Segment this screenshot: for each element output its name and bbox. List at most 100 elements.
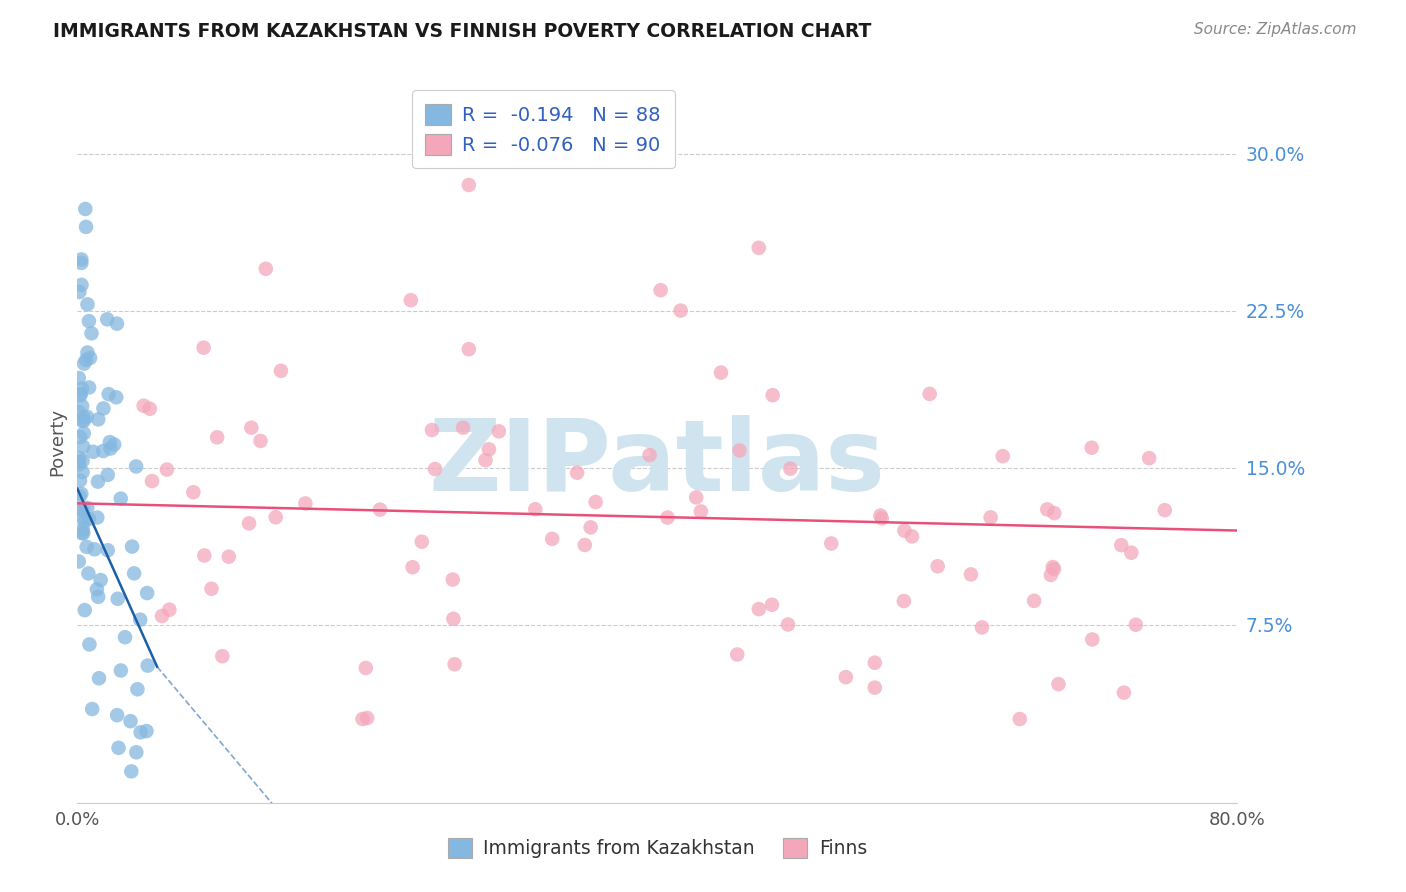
Point — [748, 241, 770, 255]
Point — [127, 682, 149, 697]
Point — [86, 582, 108, 597]
Legend: Immigrants from Kazakhstan, Finns: Immigrants from Kazakhstan, Finns — [440, 830, 875, 865]
Point — [1047, 677, 1070, 691]
Text: ZIPatlas: ZIPatlas — [429, 415, 886, 512]
Point — [779, 461, 801, 475]
Point — [1043, 506, 1066, 520]
Text: Source: ZipAtlas.com: Source: ZipAtlas.com — [1194, 22, 1357, 37]
Point — [1125, 617, 1147, 632]
Point — [87, 671, 110, 685]
Point — [107, 740, 129, 755]
Point — [356, 711, 378, 725]
Point — [75, 202, 97, 216]
Point — [211, 649, 233, 664]
Point — [524, 502, 547, 516]
Point — [1137, 451, 1160, 466]
Point — [354, 661, 377, 675]
Point — [183, 485, 205, 500]
Point — [76, 297, 98, 311]
Point — [83, 542, 105, 557]
Point — [129, 613, 152, 627]
Point — [441, 573, 464, 587]
Point — [960, 567, 983, 582]
Point — [1081, 632, 1104, 647]
Point — [97, 387, 120, 401]
Point — [1112, 685, 1135, 699]
Point — [869, 508, 891, 523]
Point — [72, 440, 94, 454]
Point — [67, 285, 90, 299]
Point — [863, 656, 886, 670]
Point — [100, 442, 122, 456]
Point — [90, 573, 112, 587]
Point — [761, 598, 783, 612]
Point — [352, 712, 374, 726]
Point — [70, 414, 93, 428]
Point — [110, 491, 132, 506]
Point — [79, 637, 101, 651]
Point — [129, 725, 152, 739]
Point — [441, 612, 464, 626]
Point — [114, 630, 136, 644]
Point — [132, 399, 155, 413]
Point — [73, 426, 96, 441]
Point — [75, 352, 97, 367]
Point — [121, 540, 143, 554]
Point — [70, 526, 93, 541]
Point — [69, 388, 91, 402]
Point — [893, 594, 915, 608]
Point — [270, 364, 292, 378]
Point — [70, 277, 93, 292]
Point — [79, 351, 101, 365]
Point — [73, 603, 96, 617]
Point — [638, 448, 661, 462]
Point — [97, 467, 120, 482]
Point — [970, 620, 993, 634]
Point — [72, 523, 94, 537]
Point — [70, 256, 93, 270]
Y-axis label: Poverty: Poverty — [48, 408, 66, 475]
Point — [105, 317, 128, 331]
Point — [893, 524, 915, 538]
Point — [72, 454, 94, 468]
Point — [1022, 594, 1045, 608]
Point — [710, 366, 733, 380]
Point — [835, 670, 858, 684]
Point — [70, 252, 93, 267]
Point — [82, 444, 104, 458]
Point — [87, 475, 110, 489]
Point — [423, 462, 446, 476]
Point — [1036, 502, 1059, 516]
Point — [86, 510, 108, 524]
Point — [457, 342, 479, 356]
Text: IMMIGRANTS FROM KAZAKHSTAN VS FINNISH POVERTY CORRELATION CHART: IMMIGRANTS FROM KAZAKHSTAN VS FINNISH PO… — [53, 22, 872, 41]
Point — [443, 657, 465, 672]
Point — [125, 745, 148, 759]
Point — [1008, 712, 1031, 726]
Point — [776, 617, 799, 632]
Point — [193, 341, 215, 355]
Point — [150, 609, 173, 624]
Point — [820, 536, 842, 550]
Point — [748, 602, 770, 616]
Point — [218, 549, 240, 564]
Point — [91, 444, 114, 458]
Point — [97, 543, 120, 558]
Point — [254, 261, 277, 276]
Point — [574, 538, 596, 552]
Point — [73, 414, 96, 428]
Point — [87, 590, 110, 604]
Point — [107, 591, 129, 606]
Point — [103, 437, 125, 451]
Point — [657, 510, 679, 524]
Point — [72, 465, 94, 479]
Point — [87, 412, 110, 426]
Point — [579, 520, 602, 534]
Point — [77, 380, 100, 394]
Point — [120, 714, 142, 729]
Point — [120, 764, 142, 779]
Point — [122, 566, 145, 581]
Point — [125, 459, 148, 474]
Point — [96, 312, 118, 326]
Point — [420, 423, 443, 437]
